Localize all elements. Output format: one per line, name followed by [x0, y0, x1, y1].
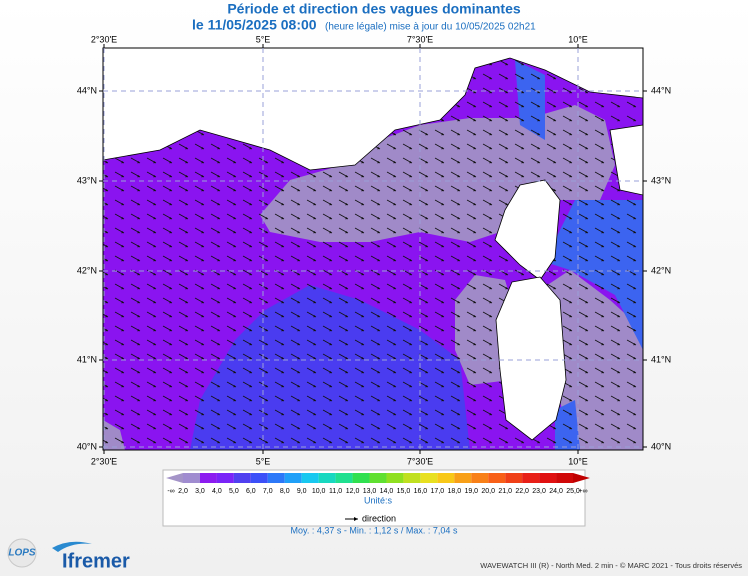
colorbar-cell — [318, 473, 336, 483]
lon-label-bottom: 2°30'E — [91, 456, 117, 466]
colorbar-end — [166, 473, 183, 483]
lat-label-right: 44°N — [651, 85, 671, 95]
map-frame — [102, 47, 644, 451]
unit: Unité:s — [364, 495, 393, 505]
colorbar-cell — [488, 473, 506, 483]
colorbar-label: 14,0 — [380, 488, 394, 495]
lat-label-right: 40°N — [651, 441, 671, 451]
colorbar-cell — [539, 473, 557, 483]
colorbar-cell — [403, 473, 421, 483]
ifremer-text: Ifremer — [62, 550, 130, 572]
lon-label-bottom: 7°30'E — [407, 456, 433, 466]
lat-label-right: 41°N — [651, 354, 671, 364]
lat-label-left: 43°N — [77, 175, 97, 185]
colorbar-label: 5,0 — [229, 488, 239, 495]
colorbar-cell — [556, 473, 573, 483]
colorbar-label: 22,0 — [515, 488, 529, 495]
colorbar-label: 6,0 — [246, 488, 256, 495]
colorbar-label: 15,0 — [397, 488, 411, 495]
lon-label-bottom: 10°E — [568, 456, 588, 466]
map — [103, 48, 643, 450]
colorbar-cell — [284, 473, 302, 483]
colorbar-cell — [233, 473, 251, 483]
colorbar-cell — [522, 473, 540, 483]
colorbar-cell — [454, 473, 472, 483]
lon-label-top: 10°E — [568, 34, 588, 44]
colorbar-cell — [183, 473, 200, 483]
colorbar-label: 21,0 — [498, 488, 512, 495]
colorbar-label: 25,0 — [566, 488, 580, 495]
lat-label-right: 43°N — [651, 175, 671, 185]
lops-text: LOPS — [8, 548, 36, 559]
colorbar-cell — [335, 473, 353, 483]
colorbar-cell — [505, 473, 523, 483]
colorbar-cell — [250, 473, 268, 483]
lon-label-top: 5°E — [256, 34, 271, 44]
colorbar-label: 23,0 — [532, 488, 546, 495]
colorbar-label: 18,0 — [447, 488, 461, 495]
direction-arrow-head — [354, 517, 358, 521]
lon-label-top: 2°30'E — [91, 34, 117, 44]
lon-label-bottom: 5°E — [256, 456, 271, 466]
colorbar-high: +∞ — [578, 488, 587, 495]
direction-label: direction — [362, 513, 396, 523]
ifremer-wave — [52, 541, 92, 552]
land-france — [103, 48, 643, 171]
colorbar-label: 17,0 — [431, 488, 445, 495]
colorbar-cell — [420, 473, 438, 483]
land-italy — [609, 124, 643, 196]
colorbar-cell — [352, 473, 370, 483]
colorbar-cell — [386, 473, 404, 483]
colorbar-label: 20,0 — [481, 488, 495, 495]
colorbar-label: 12,0 — [346, 488, 360, 495]
colorbar-cell — [437, 473, 455, 483]
colorbar-cell — [301, 473, 319, 483]
lat-label-left: 41°N — [77, 354, 97, 364]
lon-label-top: 7°30'E — [407, 34, 433, 44]
title: Période et direction des vagues dominant… — [227, 1, 521, 17]
colorbar-cell — [267, 473, 285, 483]
colorbar-cell — [216, 473, 234, 483]
colorbar-label: 8,0 — [280, 488, 290, 495]
land-sardinia — [495, 276, 567, 441]
colorbar-cell — [369, 473, 387, 483]
lops-logo — [7, 538, 37, 568]
colorbar-label: 19,0 — [464, 488, 478, 495]
colorbar-label: 2,0 — [178, 488, 188, 495]
credit: WAVEWATCH III (R) - North Med. 2 min - ©… — [480, 561, 742, 570]
colorbar-label: 10,0 — [312, 488, 326, 495]
lat-label-left: 42°N — [77, 265, 97, 275]
colorbar-label: 9,0 — [297, 488, 307, 495]
colorbar-label: 11,0 — [329, 488, 342, 495]
colorbar-label: 3,0 — [195, 488, 205, 495]
colorbar-label: 13,0 — [363, 488, 377, 495]
colorbar-cell — [199, 473, 217, 483]
colorbar-cell — [471, 473, 489, 483]
legend: 2,0 3,0 4,0 5,0 6,0 7,0 8,0 9,0 10,0 11,0 12,0 13,0… — [162, 469, 590, 527]
update: (heure légale) mise à jour du 10/05/2025… — [325, 22, 536, 33]
colorbar-label: 4,0 — [212, 488, 222, 495]
colorbar-label: 16,0 — [414, 488, 428, 495]
stats: Moy. : 4,37 s - Min. : 1,12 s / Max. : 7… — [291, 525, 458, 535]
lat-label-left: 40°N — [77, 441, 97, 451]
graticule: 2°30'E 2°30'E 5°E 5°E 7°30'E 7°30'E 10°E 10°E 44… — [77, 34, 671, 466]
lat-label-right: 42°N — [651, 265, 671, 275]
lat-label-left: 44°N — [77, 85, 97, 95]
colorbar-low: -∞ — [167, 488, 174, 495]
colorbar-label: 24,0 — [549, 488, 563, 495]
colorbar-end — [573, 473, 590, 483]
colorbar-label: 7,0 — [263, 488, 273, 495]
date: le 11/05/2025 08:00 — [192, 17, 317, 33]
